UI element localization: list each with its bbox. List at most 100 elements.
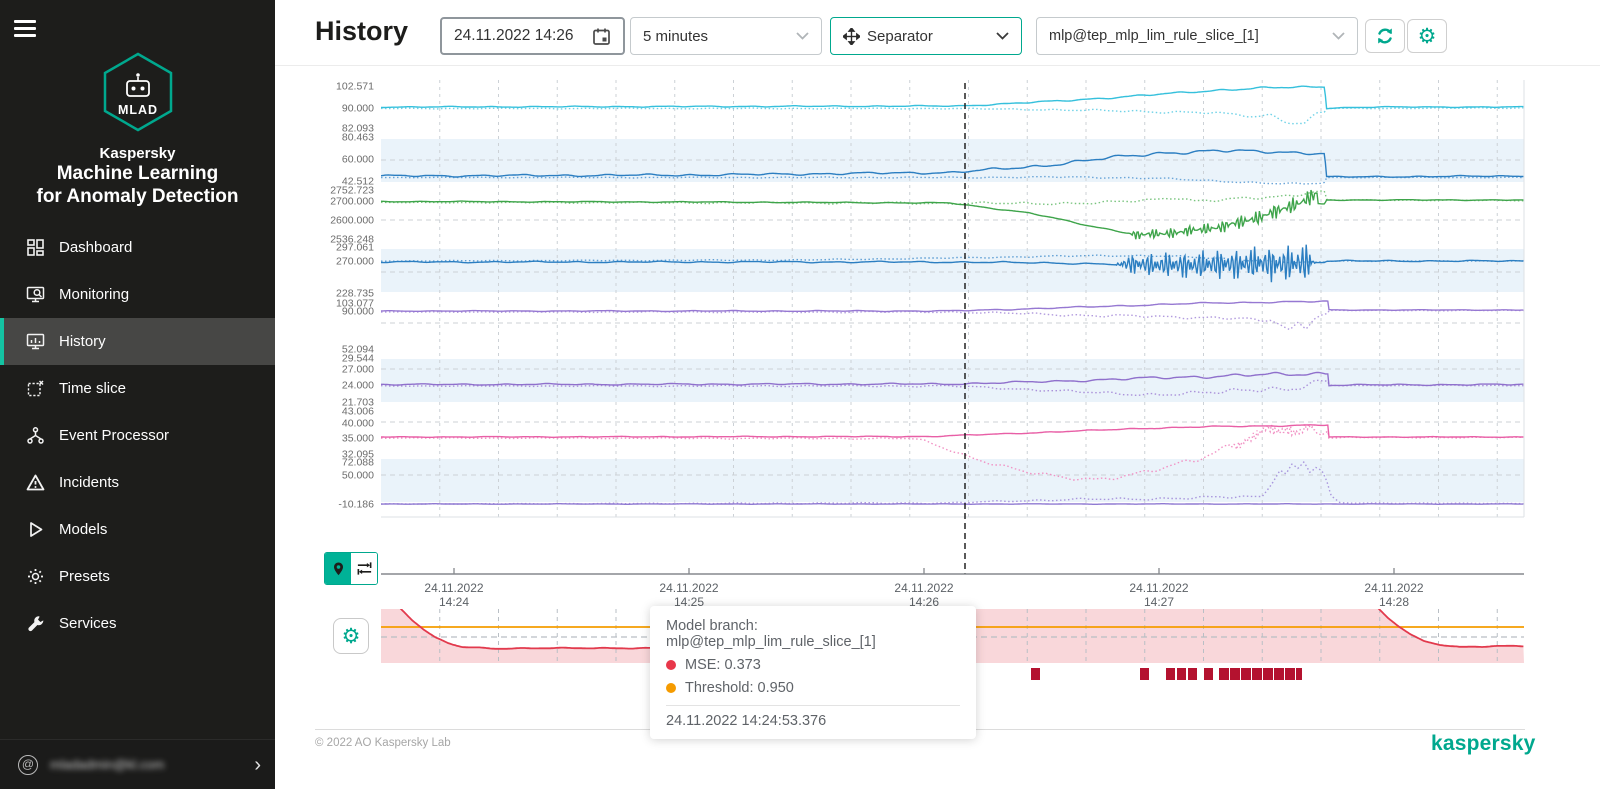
svg-text:2700.000: 2700.000 [330,196,374,208]
tooltip-model-branch: Model branch: mlp@tep_mlp_lim_rule_slice… [666,618,876,650]
datetime-input[interactable]: 24.11.2022 14:26 [440,17,625,55]
main-content: History 24.11.2022 14:26 5 minutes Separ… [275,0,1600,789]
svg-text:14:24: 14:24 [439,595,469,609]
sidebar-item-label: History [59,333,106,350]
sidebar-item-label: Incidents [59,474,120,491]
sidebar-menu: Dashboard Monitoring History Time slice … [0,224,275,647]
hamburger-menu-icon[interactable] [14,20,36,37]
incidents-warning-icon [26,474,45,491]
brand-name: Kaspersky [99,145,176,162]
sidebar-item-label: Monitoring [59,286,130,303]
svg-text:14:26: 14:26 [909,595,939,609]
sidebar-item-services[interactable]: Services [0,600,275,647]
svg-text:2600.000: 2600.000 [330,215,374,227]
model-select[interactable]: mlp@tep_mlp_lim_rule_slice_[1] [1036,17,1358,55]
svg-text:102.571: 102.571 [336,81,374,93]
svg-text:32.095: 32.095 [342,449,374,461]
chevron-down-icon [996,32,1009,40]
sidebar-item-time-slice[interactable]: Time slice [0,365,275,412]
interval-select[interactable]: 5 minutes [630,17,822,55]
svg-text:2752.723: 2752.723 [330,185,374,197]
range-swap-button[interactable] [351,553,377,584]
sidebar: MLAD Kaspersky Machine Learning for Anom… [0,0,275,789]
models-play-icon [30,522,43,537]
chevron-down-icon [796,32,809,40]
svg-text:-10.186: -10.186 [338,499,374,511]
sidebar-item-label: Services [59,615,117,632]
svg-text:14:25: 14:25 [674,595,704,609]
monitoring-icon [26,286,45,303]
sidebar-item-event-processor[interactable]: Event Processor [0,412,275,459]
dashboard-icon [27,239,44,256]
svg-text:24.11.2022: 24.11.2022 [424,581,483,595]
sidebar-item-history[interactable]: History [0,318,275,365]
svg-text:50.000: 50.000 [342,470,374,482]
sidebar-item-label: Models [59,521,108,538]
sidebar-item-dashboard[interactable]: Dashboard [0,224,275,271]
pin-tool-button[interactable] [325,553,351,584]
mode-value: Separator [867,27,933,45]
sidebar-item-label: Event Processor [59,427,170,444]
chevron-down-icon [1332,32,1345,40]
product-name-line2: for Anomaly Detection [36,186,239,207]
svg-text:72.088: 72.088 [342,457,374,469]
svg-text:40.000: 40.000 [342,418,374,430]
svg-text:35.000: 35.000 [342,433,374,445]
mse-chart-settings-button[interactable]: ⚙ [333,618,369,654]
interval-value: 5 minutes [643,27,709,45]
sidebar-item-presets[interactable]: Presets [0,553,275,600]
svg-text:21.703: 21.703 [342,397,374,409]
services-wrench-icon [28,616,44,632]
user-account-row[interactable]: @ mladadmin@kl.com › [0,739,275,789]
svg-text:14:28: 14:28 [1379,595,1409,609]
location-pin-icon [333,561,343,575]
model-value: mlp@tep_mlp_lim_rule_slice_[1] [1049,28,1259,44]
svg-text:80.463: 80.463 [342,132,374,144]
mode-select-separator[interactable]: Separator [830,17,1022,55]
svg-text:90.000: 90.000 [342,103,374,115]
move-cross-icon [843,27,860,45]
swap-arrows-icon [357,562,371,575]
user-email-blurred: mladadmin@kl.com [50,757,165,772]
refresh-button[interactable] [1365,19,1405,53]
topbar: History 24.11.2022 14:26 5 minutes Separ… [275,0,1600,66]
svg-text:82.093: 82.093 [342,123,374,135]
svg-text:27.000: 27.000 [342,364,374,376]
svg-text:29.544: 29.544 [342,353,374,365]
svg-text:103.077: 103.077 [336,298,374,310]
gear-icon: ⚙ [341,623,361,648]
svg-text:228.735: 228.735 [336,288,374,300]
sidebar-item-monitoring[interactable]: Monitoring [0,271,275,318]
kaspersky-logo: kaspersky [1431,732,1536,755]
svg-text:24.11.2022: 24.11.2022 [1129,581,1188,595]
svg-text:14:27: 14:27 [1144,595,1174,609]
mlad-hexagon-logo-icon: MLAD [103,52,172,132]
sidebar-item-label: Time slice [59,380,126,397]
svg-text:2536.248: 2536.248 [330,234,374,246]
sidebar-item-models[interactable]: Models [0,506,275,553]
copyright-text: © 2022 AO Kaspersky Lab [315,737,451,749]
svg-text:60.000: 60.000 [342,154,374,166]
time-slice-icon [27,380,44,397]
settings-button[interactable]: ⚙ [1407,19,1447,53]
datetime-value: 24.11.2022 14:26 [454,27,574,44]
sidebar-item-label: Dashboard [59,239,133,256]
calendar-icon[interactable] [592,27,611,46]
gear-icon: ⚙ [1417,23,1437,48]
page-title: History [315,16,409,46]
tooltip-threshold: Threshold: 0.950 [685,680,794,696]
chart-tooltip: Model branch: mlp@tep_mlp_lim_rule_slice… [650,606,976,739]
svg-text:270.000: 270.000 [336,256,374,268]
sidebar-item-incidents[interactable]: Incidents [0,459,275,506]
mse-dot [666,660,676,670]
event-processor-icon [27,427,44,444]
svg-text:52.094: 52.094 [342,344,374,356]
refresh-icon [1378,28,1392,44]
product-name-line1: Machine Learning [56,163,219,184]
chevron-right-icon[interactable]: › [254,753,261,776]
tooltip-mse: MSE: 0.373 [685,657,761,673]
svg-text:297.061: 297.061 [336,242,374,254]
history-icon [26,333,45,350]
svg-text:24.11.2022: 24.11.2022 [659,581,718,595]
